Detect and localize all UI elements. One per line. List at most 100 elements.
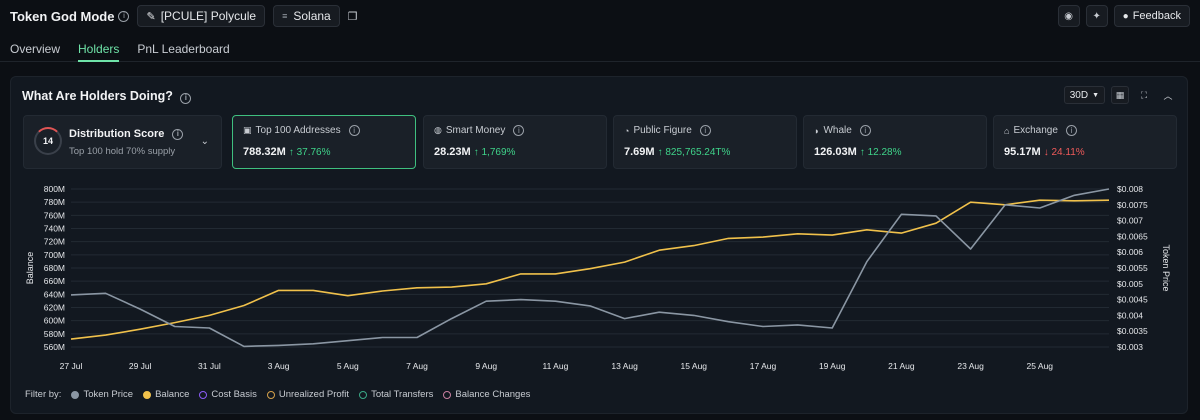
- y-tick-label: 780M: [44, 197, 65, 207]
- y-tick-label: 560M: [44, 342, 65, 352]
- legend-dot: [266, 390, 275, 399]
- legend-dot: [359, 390, 368, 399]
- filter-label: Filter by:: [25, 389, 62, 400]
- legend-balance[interactable]: Balance: [143, 389, 189, 400]
- card-exchange[interactable]: ⌂ Exchange i 95.17M ↓ 24.11%: [993, 115, 1177, 169]
- y2-tick-label: $0.0035: [1117, 326, 1148, 336]
- series-line-token-price: [70, 188, 1110, 348]
- info-icon[interactable]: i: [172, 128, 184, 140]
- top-actions: ◉ ✦ ● Feedback: [1057, 5, 1190, 27]
- distribution-score-card[interactable]: 14 Distribution Score i Top 100 hold 70%…: [23, 115, 222, 169]
- legend-total-transfers[interactable]: Total Transfers: [359, 389, 433, 400]
- y-tick-label: 600M: [44, 316, 65, 326]
- legend-dot: [443, 390, 452, 399]
- info-icon[interactable]: i: [859, 125, 871, 136]
- y2-tick-label: $0.004: [1117, 310, 1143, 320]
- copy-icon[interactable]: ❐: [347, 10, 358, 23]
- y2-tick-label: $0.003: [1117, 342, 1143, 352]
- y-tick-label: 760M: [44, 210, 65, 220]
- whale-icon: ◗: [814, 125, 820, 136]
- expand-icon[interactable]: ⛶: [1140, 89, 1148, 100]
- collapse-icon[interactable]: ︿: [1163, 90, 1173, 101]
- card-value: 95.17M ↓ 24.11%: [1004, 146, 1085, 158]
- card-change: ↑ 825,765.24T%: [657, 147, 731, 158]
- x-tick-label: 15 Aug: [681, 361, 708, 371]
- tab-overview[interactable]: Overview: [10, 42, 61, 56]
- chain-selector[interactable]: ≡ Solana: [273, 5, 340, 27]
- chevron-down-icon[interactable]: ⌄: [200, 136, 209, 147]
- info-icon[interactable]: i: [180, 92, 192, 104]
- holders-panel: What Are Holders Doing? i 30D ▼ ▦ ⛶ ︿ 14…: [10, 76, 1188, 414]
- chart-legend: Filter by: Token Price Balance Cost Basi…: [25, 389, 530, 400]
- token-selector[interactable]: ✎ [PCULE] Polycule: [137, 5, 266, 27]
- calendar-icon[interactable]: ▦: [1111, 86, 1129, 104]
- info-icon[interactable]: i: [699, 125, 711, 136]
- panel-title: What Are Holders Doing? i: [22, 89, 192, 104]
- card-change: ↑ 1,769%: [473, 147, 516, 158]
- x-tick-label: 7 Aug: [406, 361, 428, 371]
- card-value: 788.32M ↑ 37.76%: [243, 146, 331, 158]
- y-tick-label: 740M: [44, 224, 65, 234]
- bank-icon: ⌂: [1004, 125, 1010, 136]
- chain-label: Solana: [293, 9, 331, 23]
- y2-tick-label: $0.006: [1117, 247, 1143, 257]
- legend-dot: [71, 390, 80, 399]
- tab-holders[interactable]: Holders: [78, 34, 120, 62]
- legend-token-price[interactable]: Token Price: [71, 389, 133, 400]
- top-bar: Token God Mode i ✎ [PCULE] Polycule ≡ So…: [0, 0, 1200, 32]
- eye-icon[interactable]: ◉: [1057, 5, 1080, 27]
- card-top-100-addresses[interactable]: ▣ Top 100 Addresses i 788.32M ↑ 37.76%: [232, 115, 416, 169]
- range-select[interactable]: 30D ▼: [1063, 86, 1105, 104]
- megaphone-icon: ◔: [624, 125, 630, 136]
- pencil-icon: ✎: [146, 10, 156, 23]
- card-smart-money[interactable]: ◍ Smart Money i 28.23M ↑ 1,769%: [423, 115, 607, 169]
- legend-dot: [199, 390, 208, 399]
- token-label: [PCULE] Polycule: [160, 9, 257, 23]
- info-icon[interactable]: i: [348, 125, 360, 136]
- x-tick-label: 23 Aug: [957, 361, 984, 371]
- pin-icon[interactable]: ✦: [1085, 5, 1108, 27]
- x-tick-label: 27 Jul: [60, 361, 83, 371]
- series-line-balance: [70, 199, 1110, 340]
- card-whale[interactable]: ◗ Whale i 126.03M ↑ 12.28%: [803, 115, 987, 169]
- card-public-figure[interactable]: ◔ Public Figure i 7.69M ↑ 825,765.24T%: [613, 115, 797, 169]
- panel-controls: 30D ▼ ▦ ⛶ ︿: [1063, 86, 1177, 104]
- card-value: 7.69M ↑ 825,765.24T%: [624, 146, 731, 158]
- legend-balance-changes[interactable]: Balance Changes: [443, 389, 530, 400]
- card-value: 28.23M ↑ 1,769%: [434, 146, 516, 158]
- x-tick-label: 9 Aug: [475, 361, 497, 371]
- holders-chart[interactable]: 560M 580M 600M 620M 640M 660M 680M 700M 720M 740M…: [11, 77, 1189, 377]
- distribution-score-subtitle: Top 100 hold 70% supply: [69, 146, 176, 157]
- y-tick-label: 660M: [44, 276, 65, 286]
- info-icon[interactable]: i: [118, 10, 130, 22]
- y-axis-title: Balance: [25, 252, 35, 285]
- feedback-label: Feedback: [1132, 10, 1181, 22]
- x-tick-label: 5 Aug: [337, 361, 359, 371]
- legend-cost-basis[interactable]: Cost Basis: [199, 389, 257, 400]
- y2-tick-label: $0.0075: [1117, 200, 1148, 210]
- legend-unrealized-profit[interactable]: Unrealized Profit: [266, 389, 349, 400]
- legend-dot: [143, 390, 152, 399]
- y2-tick-label: $0.0065: [1117, 231, 1148, 241]
- card-change: ↑ 12.28%: [859, 147, 902, 158]
- feedback-button[interactable]: ● Feedback: [1113, 5, 1190, 27]
- x-tick-label: 21 Aug: [888, 361, 915, 371]
- y-tick-label: 720M: [44, 237, 65, 247]
- x-tick-label: 11 Aug: [542, 361, 568, 371]
- tab-pnl-leaderboard[interactable]: PnL Leaderboard: [137, 42, 230, 56]
- x-tick-label: 13 Aug: [611, 361, 638, 371]
- chat-icon: ●: [1122, 10, 1129, 22]
- brain-icon: ◍: [434, 125, 442, 135]
- x-tick-label: 25 Aug: [1027, 361, 1054, 371]
- info-icon[interactable]: i: [1065, 125, 1077, 136]
- distribution-score-title: Distribution Score i: [69, 128, 184, 140]
- chevron-down-icon: ▼: [1092, 91, 1099, 99]
- card-change: ↓ 24.11%: [1043, 147, 1085, 158]
- y2-tick-label: $0.0045: [1117, 295, 1148, 305]
- app-title: Token God Mode: [10, 8, 115, 24]
- info-icon[interactable]: i: [513, 125, 525, 136]
- x-tick-label: 3 Aug: [268, 361, 290, 371]
- card-change: ↑ 37.76%: [288, 147, 331, 158]
- distribution-score-ring: 14: [34, 127, 62, 155]
- y2-tick-label: $0.007: [1117, 216, 1143, 226]
